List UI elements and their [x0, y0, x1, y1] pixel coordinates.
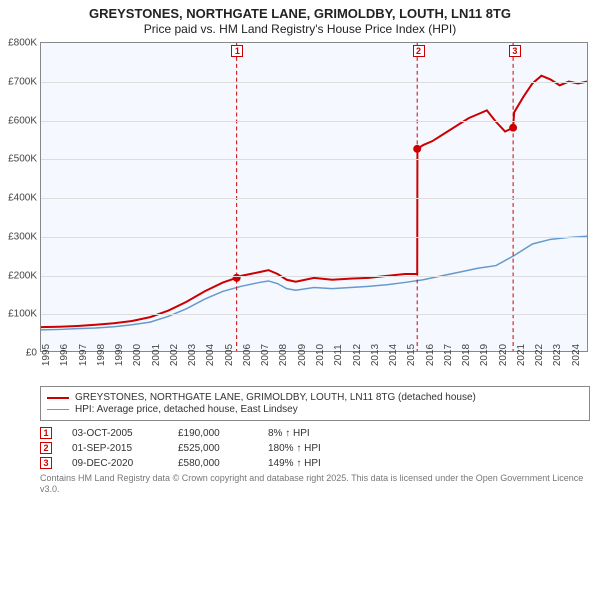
legend-label: HPI: Average price, detached house, East… — [75, 404, 298, 415]
y-tick-label: £800K — [8, 38, 37, 49]
gridline-horizontal — [41, 276, 587, 277]
y-tick-label: £600K — [8, 115, 37, 126]
event-row: 2 01-SEP-2015 £525,000 180% ↑ HPI — [40, 442, 590, 454]
event-price: £580,000 — [178, 458, 248, 469]
event-flag: 2 — [40, 442, 52, 454]
event-price: £525,000 — [178, 443, 248, 454]
chart-area: £0£100K£200K£300K£400K£500K£600K£700K£80… — [40, 42, 588, 352]
legend-swatch — [47, 397, 69, 399]
y-tick-label: £100K — [8, 309, 37, 320]
gridline-horizontal — [41, 314, 587, 315]
legend-label: GREYSTONES, NORTHGATE LANE, GRIMOLDBY, L… — [75, 392, 476, 403]
gridline-horizontal — [41, 82, 587, 83]
chart-title-line2: Price paid vs. HM Land Registry's House … — [8, 22, 592, 36]
footer-attribution: Contains HM Land Registry data © Crown c… — [40, 473, 590, 496]
chart-svg — [41, 43, 587, 351]
event-date: 03-OCT-2005 — [72, 428, 158, 439]
event-flag: 1 — [40, 427, 52, 439]
event-pct-vs-hpi: 8% ↑ HPI — [268, 428, 358, 439]
marker-flag: 3 — [509, 45, 521, 57]
gridline-horizontal — [41, 198, 587, 199]
y-axis-labels: £0£100K£200K£300K£400K£500K£600K£700K£80… — [1, 43, 39, 351]
y-tick-label: £200K — [8, 270, 37, 281]
marker-dot — [509, 124, 517, 132]
marker-flag: 1 — [231, 45, 243, 57]
y-tick-label: £300K — [8, 231, 37, 242]
gridline-horizontal — [41, 121, 587, 122]
legend: GREYSTONES, NORTHGATE LANE, GRIMOLDBY, L… — [40, 386, 590, 421]
event-row: 1 03-OCT-2005 £190,000 8% ↑ HPI — [40, 427, 590, 439]
legend-item: GREYSTONES, NORTHGATE LANE, GRIMOLDBY, L… — [47, 392, 583, 403]
series-line — [41, 236, 587, 330]
legend-swatch — [47, 409, 69, 410]
marker-flag: 2 — [413, 45, 425, 57]
event-pct-vs-hpi: 180% ↑ HPI — [268, 443, 358, 454]
event-date: 01-SEP-2015 — [72, 443, 158, 454]
event-flag: 3 — [40, 457, 52, 469]
event-date: 09-DEC-2020 — [72, 458, 158, 469]
event-pct-vs-hpi: 149% ↑ HPI — [268, 458, 358, 469]
chart-title-line1: GREYSTONES, NORTHGATE LANE, GRIMOLDBY, L… — [8, 6, 592, 21]
marker-dot — [413, 145, 421, 153]
legend-item: HPI: Average price, detached house, East… — [47, 404, 583, 415]
y-tick-label: £400K — [8, 193, 37, 204]
x-tick-label: 2024 — [571, 344, 597, 366]
gridline-horizontal — [41, 159, 587, 160]
event-price: £190,000 — [178, 428, 248, 439]
x-axis-labels: 1995199619971998199920002001200220032004… — [41, 353, 587, 381]
y-tick-label: £0 — [26, 348, 37, 359]
chart-plot: 1 2 3 — [41, 43, 587, 351]
event-row: 3 09-DEC-2020 £580,000 149% ↑ HPI — [40, 457, 590, 469]
y-tick-label: £700K — [8, 76, 37, 87]
y-tick-label: £500K — [8, 154, 37, 165]
gridline-horizontal — [41, 237, 587, 238]
event-table: 1 03-OCT-2005 £190,000 8% ↑ HPI 2 01-SEP-2015… — [40, 427, 590, 469]
series-line — [41, 76, 587, 327]
